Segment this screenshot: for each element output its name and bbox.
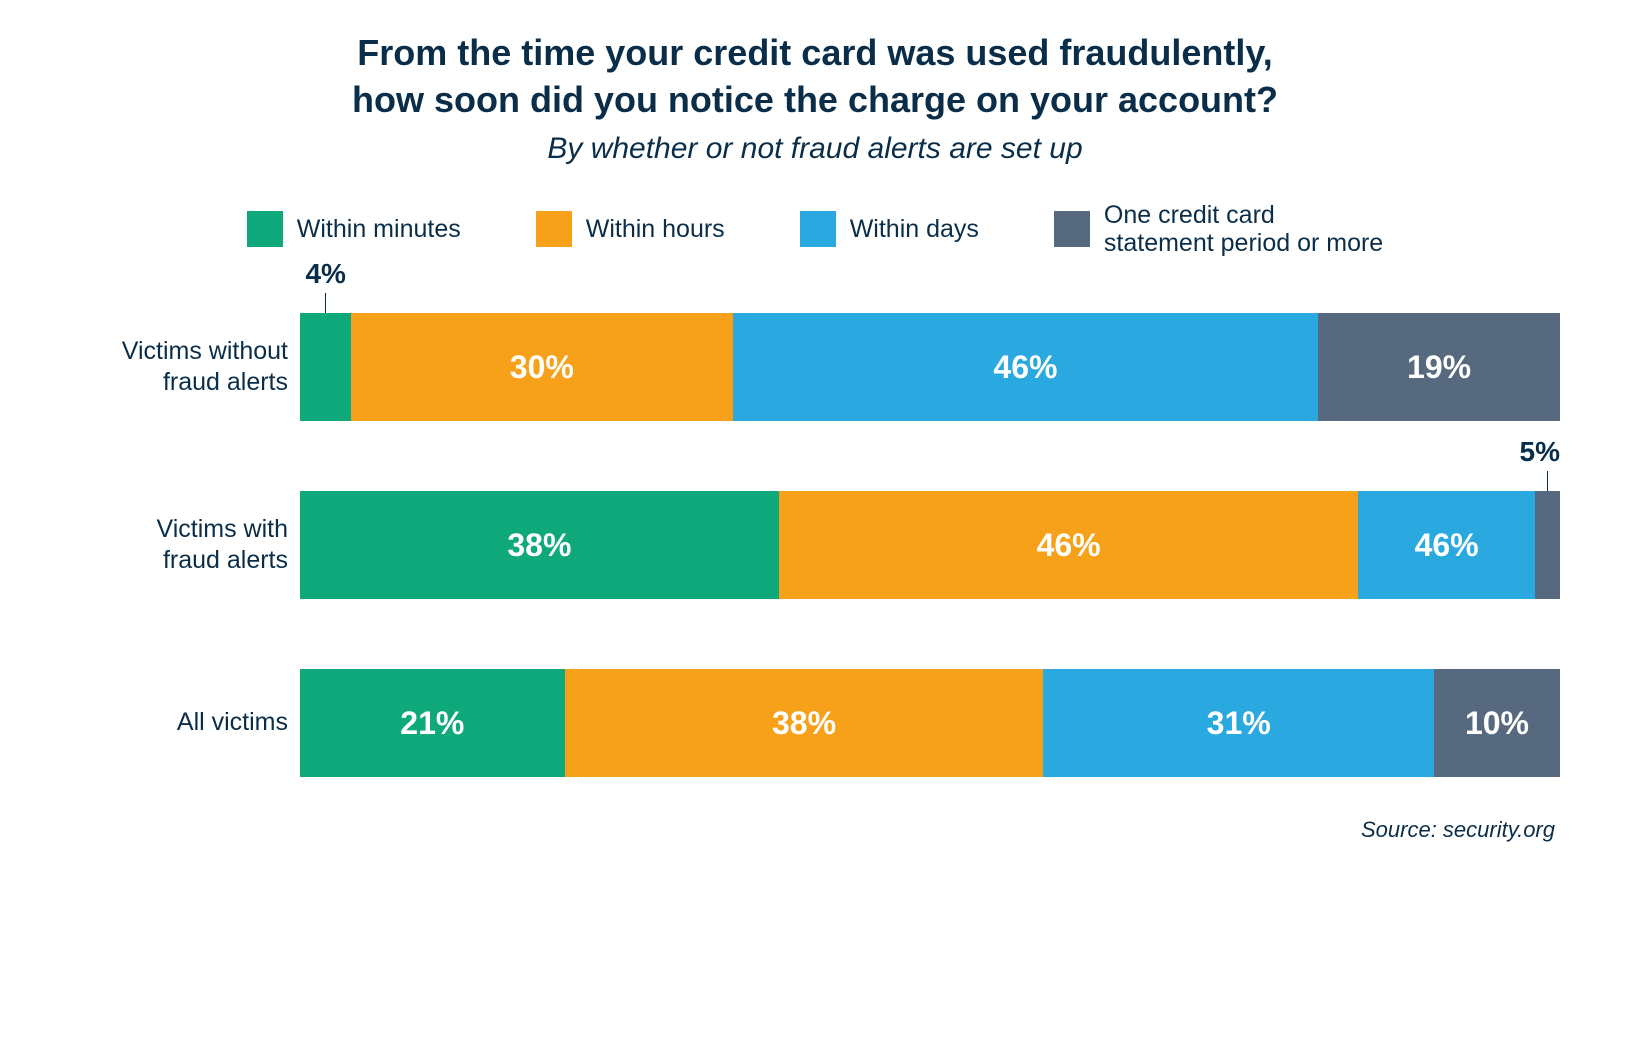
bar-wrap: 38%46%46%5% [300,491,1560,599]
legend-item: Within days [800,211,979,247]
row-label: All victims [80,707,300,738]
row-label: Victims withfraud alerts [80,514,300,577]
bar-segment: 31% [1043,669,1434,777]
callout-label: 4% [305,258,345,290]
legend-swatch [536,211,572,247]
bar-segment [300,313,351,421]
bar-segment: 30% [351,313,733,421]
chart-subtitle: By whether or not fraud alerts are set u… [70,132,1560,166]
title-line-2: how soon did you notice the charge on yo… [352,79,1278,120]
source-text: Source: security.org [70,817,1560,843]
bar-segment: 46% [733,313,1318,421]
legend: Within minutes Within hours Within days One… [70,201,1560,259]
chart-title: From the time your credit card was used … [70,30,1560,124]
bar-wrap: 21%38%31%10% [300,669,1560,777]
legend-item: One credit cardstatement period or more [1054,201,1383,259]
stacked-bar: 38%46%46% [300,491,1560,599]
bar-segment [1535,491,1560,599]
bar-wrap: 30%46%19%4% [300,313,1560,421]
bar-segment: 21% [300,669,565,777]
legend-swatch [800,211,836,247]
chart-row: All victims21%38%31%10% [80,669,1560,777]
legend-swatch [1054,211,1090,247]
legend-label: Within minutes [297,215,461,244]
row-label: Victims withoutfraud alerts [80,336,300,399]
bar-segment: 19% [1318,313,1560,421]
legend-label: One credit cardstatement period or more [1104,201,1383,259]
bar-segment: 46% [1358,491,1534,599]
title-line-1: From the time your credit card was used … [357,32,1273,73]
chart-row: Victims withoutfraud alerts30%46%19%4% [80,313,1560,421]
stacked-bar: 21%38%31%10% [300,669,1560,777]
legend-item: Within hours [536,211,725,247]
legend-swatch [247,211,283,247]
callout-tick [325,293,326,313]
bar-segment: 10% [1434,669,1560,777]
callout-label: 5% [1520,436,1560,468]
callout-tick [1547,471,1548,491]
chart-area: Victims withoutfraud alerts30%46%19%4%Vi… [70,313,1560,777]
bar-segment: 38% [300,491,779,599]
chart-row: Victims withfraud alerts38%46%46%5% [80,491,1560,599]
legend-label: Within days [850,215,979,244]
bar-segment: 46% [779,491,1359,599]
legend-item: Within minutes [247,211,461,247]
bar-segment: 38% [565,669,1044,777]
stacked-bar: 30%46%19% [300,313,1560,421]
legend-label: Within hours [586,215,725,244]
